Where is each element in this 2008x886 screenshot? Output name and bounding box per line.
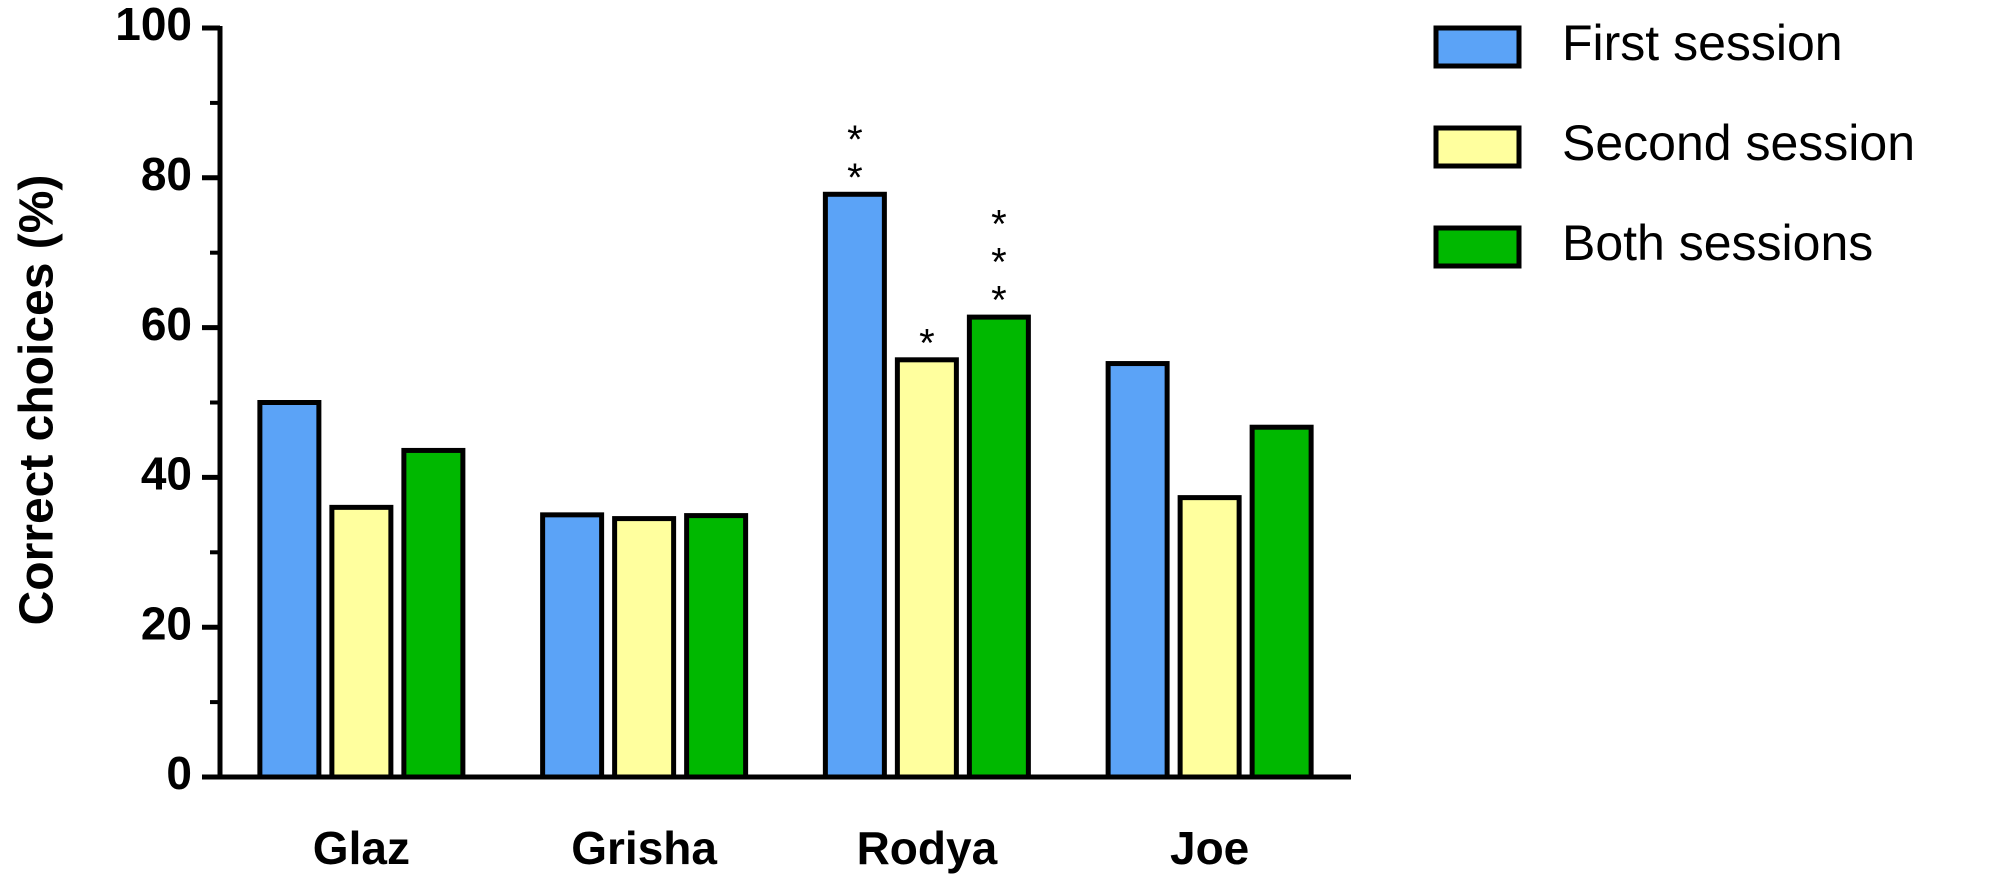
y-axis-label: Correct choices (%): [11, 175, 64, 626]
legend-label: Both sessions: [1562, 215, 1873, 271]
bar: [1177, 495, 1242, 780]
x-tick-label: Grisha: [571, 822, 717, 874]
legend-swatch: [1433, 25, 1522, 69]
bar: [1249, 424, 1314, 780]
bar: [540, 512, 605, 780]
bar: [612, 516, 677, 780]
x-tick-label: Glaz: [313, 822, 410, 874]
bar: [257, 400, 322, 780]
y-tick-label: 100: [115, 0, 192, 50]
y-tick-label: 20: [141, 597, 192, 649]
bar: [401, 447, 466, 780]
bar: [329, 504, 394, 780]
y-tick-label: 0: [166, 747, 192, 799]
x-tick-label: Rodya: [857, 822, 998, 874]
significance-marker: *: [919, 321, 935, 365]
legend-label: Second session: [1562, 115, 1915, 171]
legend-swatch: [1433, 225, 1522, 269]
y-tick-label: 40: [141, 448, 192, 500]
bar: [966, 314, 1031, 780]
x-tick-label: Joe: [1170, 822, 1249, 874]
legend-swatch: [1433, 125, 1522, 169]
significance-marker: *: [991, 279, 1007, 323]
significance-marker: *: [991, 203, 1007, 247]
significance-marker: *: [991, 241, 1007, 285]
significance-marker: *: [847, 118, 863, 162]
bar: [894, 357, 959, 780]
bar: [684, 513, 749, 780]
bar: [1105, 361, 1170, 780]
bar: [822, 191, 887, 780]
significance-marker: *: [847, 156, 863, 200]
legend-label: First session: [1562, 15, 1843, 71]
y-tick-label: 80: [141, 148, 192, 200]
y-tick-label: 60: [141, 298, 192, 350]
